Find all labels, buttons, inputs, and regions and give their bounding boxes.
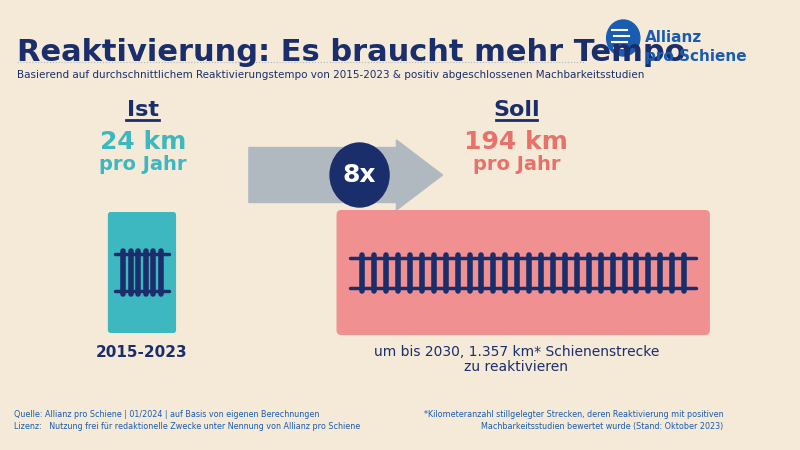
FancyArrow shape	[249, 140, 442, 210]
Circle shape	[606, 20, 640, 56]
Text: *Kilometeranzahl stillgelegter Strecken, deren Reaktivierung mit positiven: *Kilometeranzahl stillgelegter Strecken,…	[424, 410, 724, 419]
Circle shape	[330, 143, 389, 207]
Text: 8x: 8x	[343, 163, 376, 187]
Text: Machbarkeitsstudien bewertet wurde (Stand: Oktober 2023): Machbarkeitsstudien bewertet wurde (Stan…	[482, 422, 724, 431]
Text: pro Jahr: pro Jahr	[99, 155, 186, 174]
FancyBboxPatch shape	[337, 210, 710, 335]
Text: 194 km: 194 km	[464, 130, 568, 154]
Text: 2015-2023: 2015-2023	[96, 345, 188, 360]
Text: um bis 2030, 1.357 km* Schienenstrecke: um bis 2030, 1.357 km* Schienenstrecke	[374, 345, 659, 359]
Text: Soll: Soll	[493, 100, 539, 120]
Text: pro Jahr: pro Jahr	[473, 155, 560, 174]
Text: 24 km: 24 km	[100, 130, 186, 154]
Text: Ist: Ist	[127, 100, 159, 120]
FancyBboxPatch shape	[108, 212, 176, 333]
Text: zu reaktivieren: zu reaktivieren	[464, 360, 568, 374]
Text: Quelle: Allianz pro Schiene | 01/2024 | auf Basis von eigenen Berechnungen: Quelle: Allianz pro Schiene | 01/2024 | …	[14, 410, 319, 419]
Text: Reaktivierung: Es braucht mehr Tempo: Reaktivierung: Es braucht mehr Tempo	[17, 38, 685, 67]
Text: Basierend auf durchschnittlichem Reaktivierungstempo von 2015-2023 & positiv abg: Basierend auf durchschnittlichem Reaktiv…	[17, 70, 644, 80]
Text: Lizenz:   Nutzung frei für redaktionelle Zwecke unter Nennung von Allianz pro Sc: Lizenz: Nutzung frei für redaktionelle Z…	[14, 422, 360, 431]
Text: Allianz
pro Schiene: Allianz pro Schiene	[646, 30, 747, 63]
